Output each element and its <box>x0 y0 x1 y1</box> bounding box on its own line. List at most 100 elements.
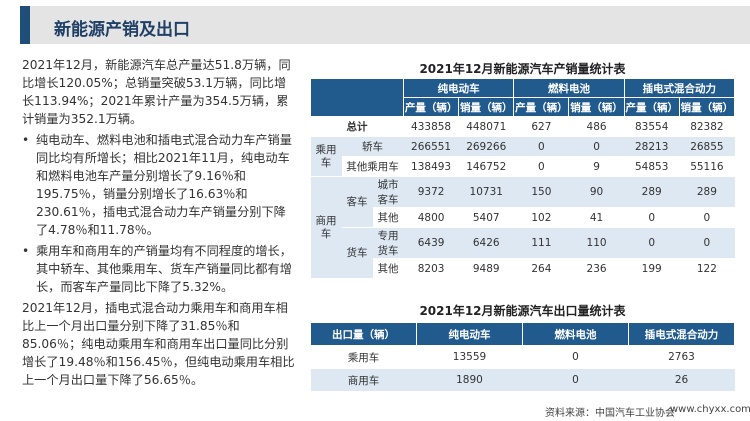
subgroup-label: 客车 <box>341 176 373 228</box>
table-row: 其他 4800 5407 102 41 0 0 <box>311 207 735 228</box>
value-cell: 6426 <box>458 227 514 259</box>
value-cell: 54853 <box>624 156 680 177</box>
value-cell: 486 <box>568 116 625 137</box>
value-cell: 448071 <box>458 116 514 137</box>
value-cell: 289 <box>679 176 735 208</box>
value-cell: 13559 <box>416 345 523 369</box>
subgroup-label: 货车 <box>341 227 373 279</box>
header-cell: 纯电动车 <box>416 322 523 346</box>
header-bar: 新能源产销及出口 <box>20 6 750 44</box>
header-row: 纯电动车 燃料电池 插电式混合动力 <box>310 78 736 117</box>
value-cell: 269266 <box>458 136 514 157</box>
value-cell: 0 <box>522 368 629 392</box>
value-cell: 150 <box>513 176 569 208</box>
value-cell: 266551 <box>403 136 459 157</box>
accent <box>20 6 30 44</box>
value-cell: 82382 <box>679 116 735 137</box>
value-cell: 5407 <box>458 207 514 228</box>
table-row: 总计 433858 448071 627 486 83554 82382 <box>310 116 735 137</box>
production-table: 纯电动车 燃料电池 插电式混合动力 产量（辆） 销量（辆） 产量（辆） 销量（辆） 产量（辆）… <box>310 78 736 279</box>
header-cell: 产量（辆） <box>513 97 570 117</box>
row-label: 其他 <box>372 258 404 279</box>
value-cell: 55116 <box>679 156 735 177</box>
group-label: 商用车 <box>310 176 342 279</box>
header-cell: 销量（辆） <box>678 97 736 117</box>
table-title: 2021年12月新能源汽车产销量统计表 <box>419 62 626 76</box>
value-cell: 6439 <box>403 227 459 259</box>
header-cell: 燃料电池 <box>522 322 629 346</box>
row-label: 商用车 <box>310 368 417 392</box>
header-cell: 产量（辆） <box>402 97 460 117</box>
bullet-paragraph: 纯电动车、燃料电池和插电式混合动力车产销量同比均有所增长；相比2021年11月，… <box>22 131 298 239</box>
header-cell: 插电式混合动力 <box>623 78 736 98</box>
value-cell: 9372 <box>403 176 459 208</box>
table-row: 商用车 1890 0 26 <box>310 368 735 392</box>
table-title: 2021年12月新能源汽车出口量统计表 <box>419 304 626 318</box>
row-label: 其他 <box>372 207 404 228</box>
value-cell: 83554 <box>624 116 680 137</box>
value-cell: 0 <box>624 207 680 228</box>
value-cell: 0 <box>624 227 680 259</box>
row-label: 总计 <box>310 116 404 137</box>
value-cell: 26 <box>628 368 735 392</box>
paragraph: 2021年12月，新能源汽车总产量达51.8万辆，同比增长120.05%；总销量… <box>22 58 291 126</box>
page-title: 新能源产销及出口 <box>54 20 190 40</box>
value-cell: 146752 <box>458 156 514 177</box>
table-row: 乘用车 13559 0 2763 <box>310 345 735 369</box>
row-label: 城市客车 <box>372 176 404 208</box>
header-row: 产量（辆） 销量（辆） 产量（辆） 销量（辆） 产量（辆） 销量（辆） <box>311 97 736 117</box>
value-cell: 236 <box>568 258 625 279</box>
value-cell: 0 <box>568 136 625 157</box>
value-cell: 9 <box>568 156 625 177</box>
value-cell: 289 <box>624 176 680 208</box>
value-cell: 0 <box>513 136 569 157</box>
value-cell: 10731 <box>458 176 514 208</box>
row-label: 乘用车 <box>310 345 417 369</box>
source: 资料来源：中国汽车工业协会 <box>545 408 675 419</box>
table-row: 其他 8203 9489 264 236 199 122 <box>311 258 735 279</box>
header-row: 出口量（辆） 纯电动车 燃料电池 插电式混合动力 <box>310 322 735 346</box>
value-cell: 0 <box>679 207 735 228</box>
value-cell: 110 <box>568 227 625 259</box>
value-cell: 41 <box>568 207 625 228</box>
header-cell <box>310 78 404 117</box>
export-table: 出口量（辆） 纯电动车 燃料电池 插电式混合动力 乘用车 13559 0 2763 商用车 189… <box>310 322 735 392</box>
header-cell: 销量（辆） <box>568 97 625 117</box>
table-row: 其他乘用车 138493 146752 0 9 54853 55116 <box>311 156 735 177</box>
value-cell: 0 <box>522 345 629 369</box>
value-cell: 28213 <box>624 136 680 157</box>
bullet-paragraph: 乘用车和商用车的产销量均有不同程度的增长，其中轿车、其他乘用车、货车产销量同比都… <box>22 242 298 296</box>
table-row: 乘用车 轿车 266551 269266 0 0 28213 26855 <box>310 136 735 177</box>
value-cell: 138493 <box>403 156 459 177</box>
value-cell: 627 <box>513 116 569 137</box>
value-cell: 0 <box>513 156 569 177</box>
value-cell: 111 <box>513 227 569 259</box>
value-cell: 122 <box>679 258 735 279</box>
header-cell: 销量（辆） <box>458 97 515 117</box>
site: www.chyxx.com <box>670 404 750 415</box>
header-cell: 产量（辆） <box>623 97 680 117</box>
row-label: 其他乘用车 <box>341 156 404 177</box>
value-cell: 264 <box>513 258 569 279</box>
row-label: 轿车 <box>341 136 404 157</box>
value-cell: 8203 <box>403 258 459 279</box>
value-cell: 26855 <box>679 136 735 157</box>
value-cell: 2763 <box>628 345 735 369</box>
row-label: 专用货车 <box>372 227 404 259</box>
table-row: 货车 专用货车 6439 6426 111 110 0 0 <box>311 227 735 279</box>
header-cell: 纯电动车 <box>402 78 515 98</box>
table-row: 商用车 客车 城市客车 9372 10731 150 90 289 289 <box>310 176 735 279</box>
value-cell: 199 <box>624 258 680 279</box>
value-cell: 90 <box>568 176 625 208</box>
group-label: 乘用车 <box>310 136 342 177</box>
summary: 2021年12月，新能源汽车总产量达51.8万辆，同比增长120.05%；总销量… <box>22 56 298 392</box>
header-cell: 插电式混合动力 <box>628 322 735 346</box>
header-cell: 燃料电池 <box>513 78 625 98</box>
paragraph: 2021年12月，插电式混合动力乘用车和商用车相比上一个月出口量分别下降了31.… <box>22 301 295 387</box>
value-cell: 4800 <box>403 207 459 228</box>
header-cell: 出口量（辆） <box>310 322 417 346</box>
value-cell: 433858 <box>403 116 459 137</box>
value-cell: 9489 <box>458 258 514 279</box>
value-cell: 0 <box>679 227 735 259</box>
